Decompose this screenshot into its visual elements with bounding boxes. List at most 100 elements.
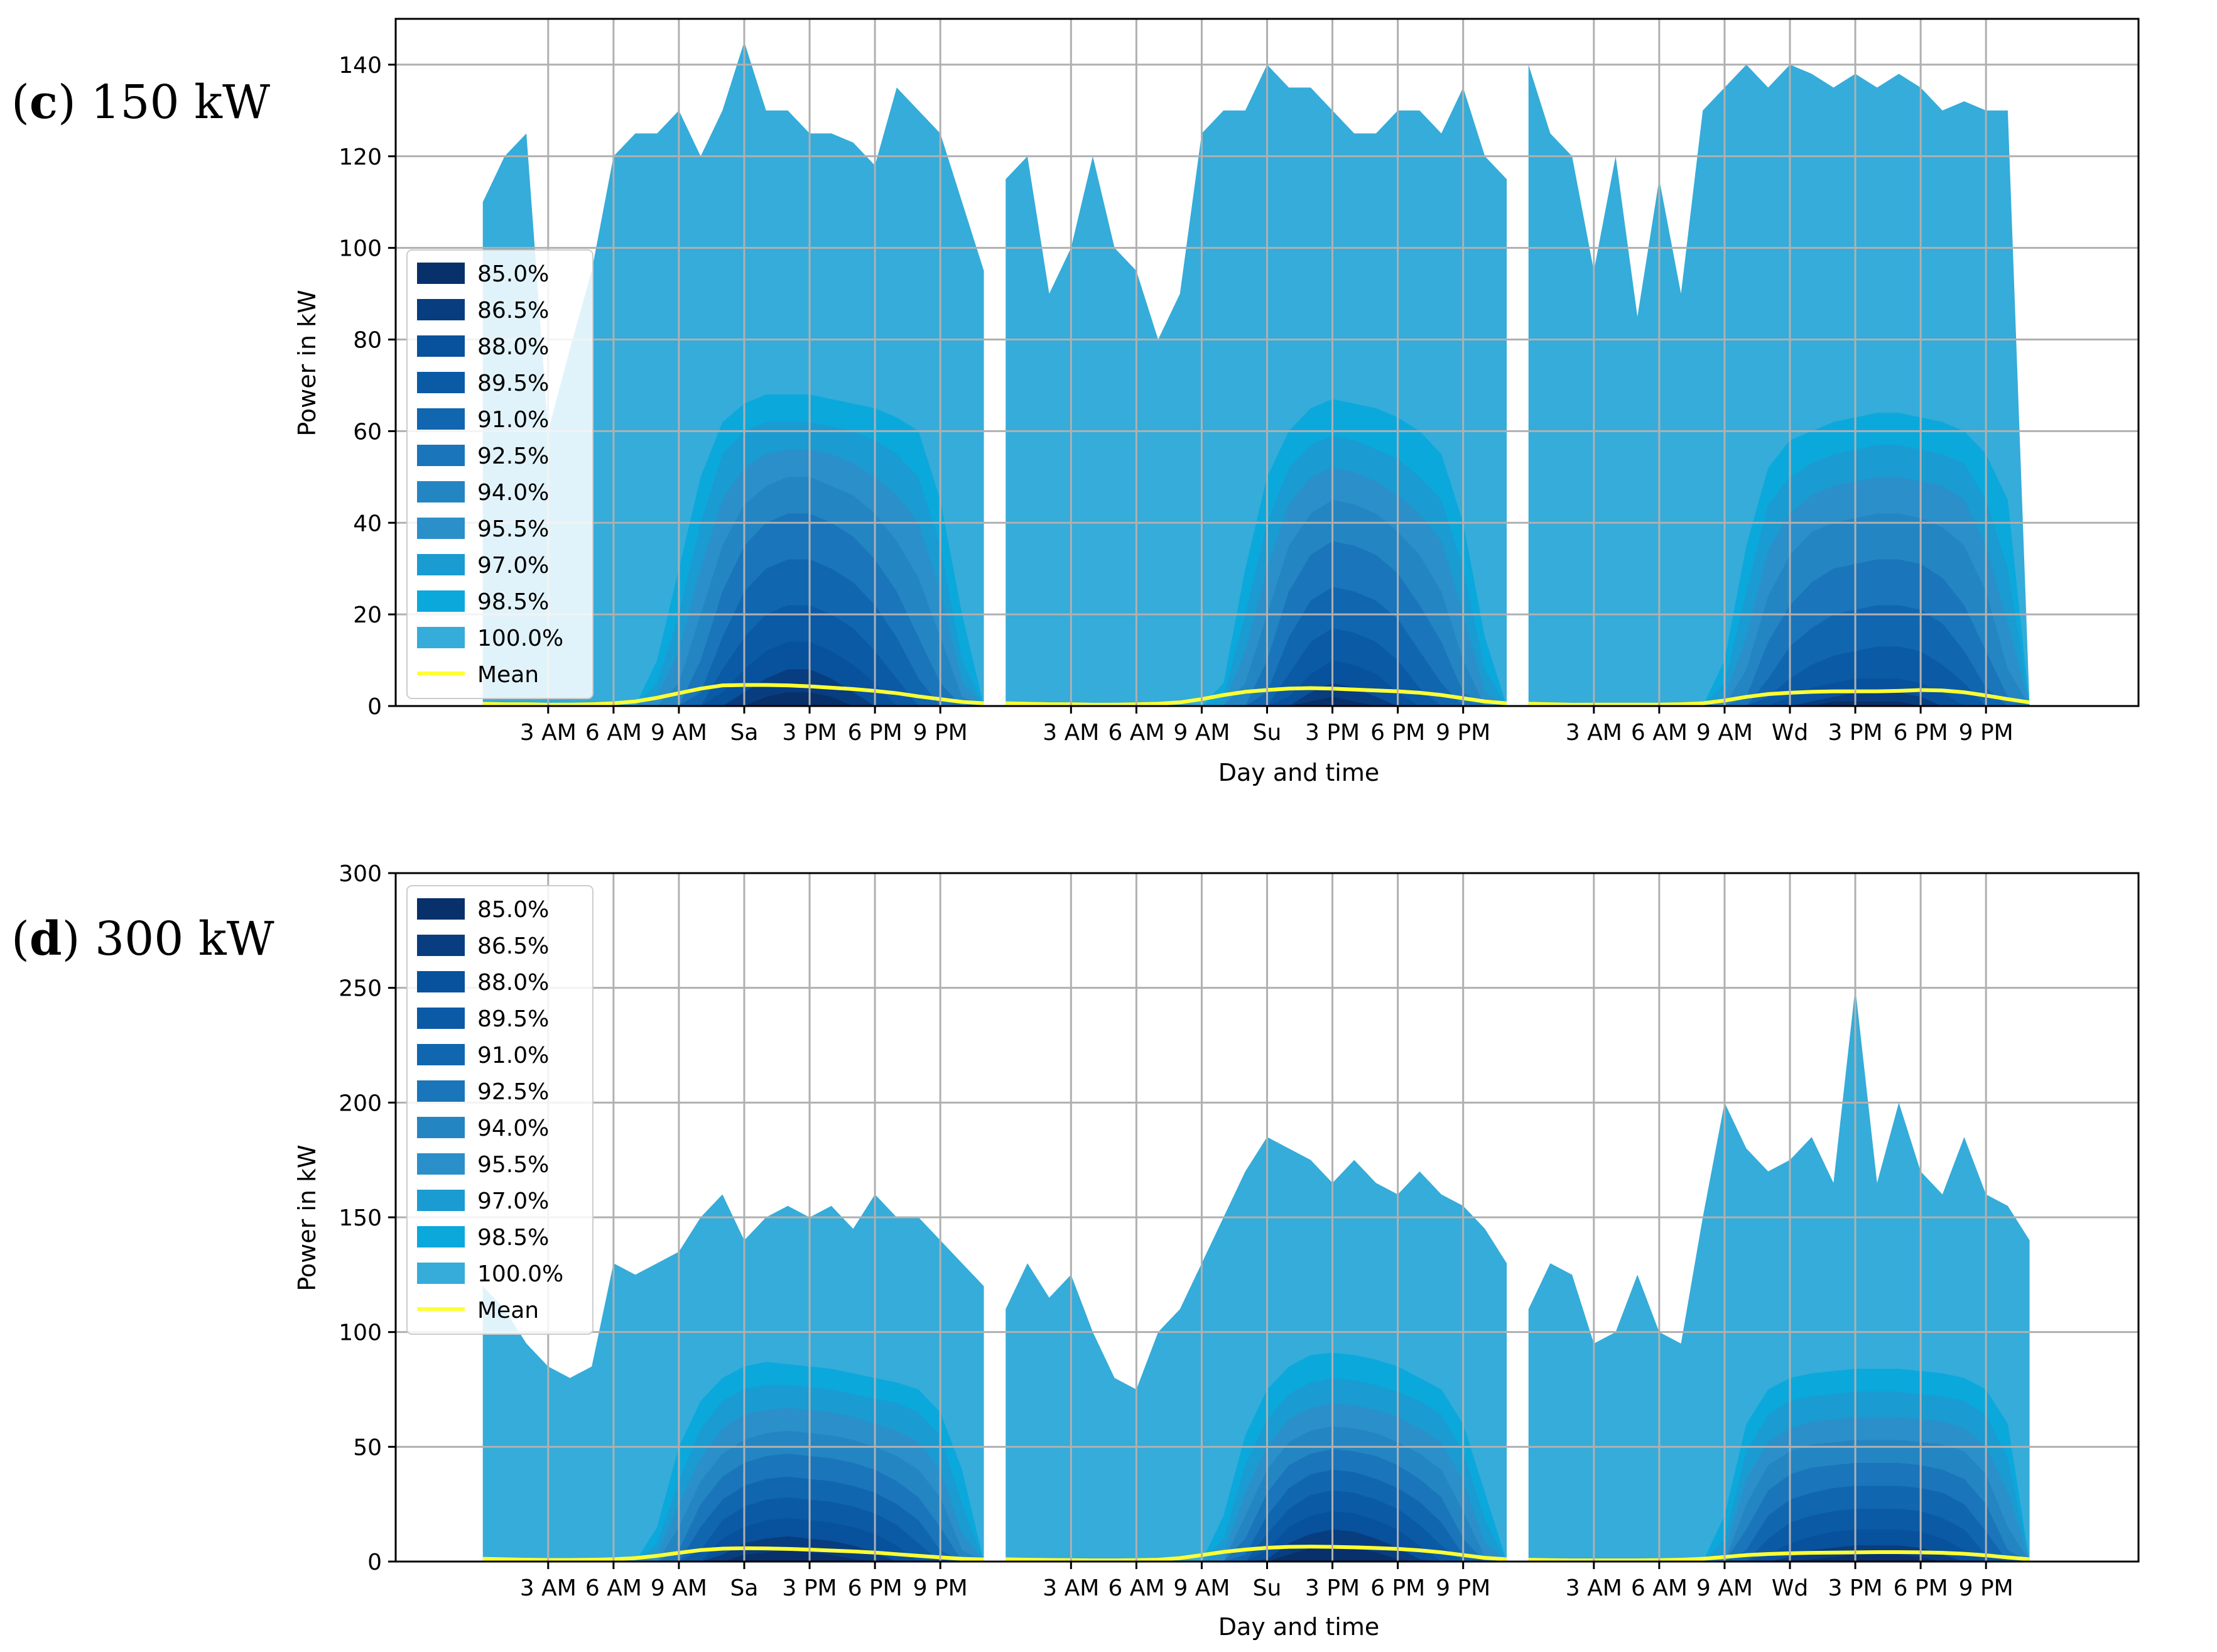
- xtick-label-c-16: 9 AM: [1696, 720, 1753, 746]
- ytick-label-d-2: 100: [339, 1320, 382, 1346]
- legend-label-d-89-5: 89.5%: [477, 1006, 549, 1032]
- legend-swatch-c-100-0: [417, 627, 465, 648]
- xtick-label-d-16: 9 AM: [1696, 1575, 1753, 1601]
- ytick-label-c-4: 80: [353, 328, 382, 354]
- ytick-label-d-4: 200: [339, 1090, 382, 1116]
- area-d-su-q85-0: [1006, 1545, 1507, 1562]
- xtick-label-c-13: 9 PM: [1436, 720, 1490, 746]
- xtick-label-c-1: 6 AM: [585, 720, 642, 746]
- panel-c-ylabel: Power in kW: [293, 290, 321, 436]
- panel-c-xlabel: Day and time: [1218, 759, 1380, 786]
- legend-box-c: [406, 249, 594, 699]
- panel-d: (d) 300 kW 0 50 100 150 200 250 300 3 AM 6 AM 9 A…: [11, 861, 2140, 1641]
- ytick-label-c-3: 60: [353, 419, 382, 445]
- panel-c-label: (c) 150 kW: [11, 75, 270, 129]
- ytick-label-d-1: 50: [353, 1435, 382, 1460]
- xtick-label-d-17: Wd: [1772, 1575, 1808, 1601]
- legend-label-c-97-0: 97.0%: [477, 553, 549, 579]
- legend-label-d-100-0: 100.0%: [477, 1261, 563, 1287]
- legend-swatch-d-92-5: [417, 1080, 465, 1102]
- xtick-label-d-19: 6 PM: [1894, 1575, 1948, 1601]
- ytick-label-d-0: 0: [367, 1550, 382, 1575]
- legend-label-c-92-5: 92.5%: [477, 443, 549, 469]
- xtick-label-c-18: 3 PM: [1828, 720, 1883, 746]
- legend-swatch-c-98-5: [417, 590, 465, 612]
- legend-label-d-88-0: 88.0%: [477, 970, 549, 996]
- legend-label-d-91-0: 91.0%: [477, 1043, 549, 1068]
- legend-swatch-d-95-5: [417, 1153, 465, 1175]
- legend-swatch-d-89-5: [417, 1008, 465, 1029]
- xtick-label-c-6: 9 PM: [913, 720, 968, 746]
- legend-swatch-c-91-0: [417, 408, 465, 430]
- xtick-label-c-5: 6 PM: [848, 720, 903, 746]
- xtick-label-d-12: 6 PM: [1370, 1575, 1425, 1601]
- xtick-label-d-18: 3 PM: [1828, 1575, 1883, 1601]
- ytick-label-c-6: 120: [339, 144, 382, 170]
- mean-line-c-su: [1006, 686, 1507, 706]
- legend-label-c-94-0: 94.0%: [477, 480, 549, 506]
- legend-swatch-c-85-0: [417, 263, 465, 284]
- xtick-label-c-11: 3 PM: [1305, 720, 1360, 746]
- legend-swatch-d-85-0: [417, 898, 465, 920]
- xtick-label-d-7: 3 AM: [1043, 1575, 1099, 1601]
- legend-swatch-c-92-5: [417, 445, 465, 466]
- legend-swatch-d-98-5: [417, 1226, 465, 1247]
- legend-d: 85.0% 86.5% 88.0% 89.5% 91.0% 92.5% 94.0% 95.5%…: [406, 885, 594, 1335]
- legend-label-d-85-0: 85.0%: [477, 897, 549, 923]
- legend-swatch-d-91-0: [417, 1044, 465, 1065]
- xtick-label-c-12: 6 PM: [1370, 720, 1425, 746]
- xtick-label-c-2: 9 AM: [651, 720, 707, 746]
- plot-area-c: [482, 41, 2030, 706]
- xtick-label-d-6: 9 PM: [913, 1575, 968, 1601]
- legend-label-c-85-0: 85.0%: [477, 261, 549, 287]
- mean-line-c-sa: [482, 683, 984, 706]
- legend-swatch-d-100-0: [417, 1263, 465, 1284]
- xtick-label-c-14: 3 AM: [1566, 720, 1622, 746]
- legend-label-d-95-5: 95.5%: [477, 1152, 549, 1178]
- legend-label-c-mean: Mean: [477, 662, 539, 688]
- ytick-label-c-1: 20: [353, 602, 382, 628]
- ytick-label-d-6: 300: [339, 861, 382, 887]
- legend-label-d-97-0: 97.0%: [477, 1188, 549, 1214]
- xtick-label-d-8: 6 AM: [1108, 1575, 1164, 1601]
- xtick-label-d-20: 9 PM: [1959, 1575, 2014, 1601]
- legend-label-c-88-0: 88.0%: [477, 334, 549, 360]
- xtick-label-c-7: 3 AM: [1043, 720, 1099, 746]
- legend-swatch-d-97-0: [417, 1190, 465, 1211]
- mean-line-d-su: [1006, 1545, 1507, 1562]
- legend-swatch-d-86-5: [417, 935, 465, 956]
- plot-d: 0 50 100 150 200 250 300 3 AM 6 AM 9 AM Sa 3 PM 6 PM…: [339, 861, 2140, 1601]
- legend-label-d-94-0: 94.0%: [477, 1116, 549, 1141]
- ytick-label-d-5: 250: [339, 976, 382, 1002]
- xtick-label-c-3: Sa: [730, 720, 759, 746]
- legend-label-d-mean: Mean: [477, 1298, 539, 1323]
- legend-label-c-98-5: 98.5%: [477, 589, 549, 615]
- legend-c: 85.0% 86.5% 88.0% 89.5% 91.0% 92.5% 94.0% 95.5%…: [406, 249, 594, 699]
- xtick-label-d-15: 6 AM: [1631, 1575, 1688, 1601]
- area-c-su-q88-0: [1006, 660, 1507, 706]
- xtick-label-d-9: 9 AM: [1173, 1575, 1230, 1601]
- xtick-label-d-11: 3 PM: [1305, 1575, 1360, 1601]
- panel-d-label: (d) 300 kW: [11, 912, 274, 966]
- legend-swatch-c-86-5: [417, 299, 465, 320]
- xtick-label-c-19: 6 PM: [1894, 720, 1948, 746]
- legend-swatch-c-88-0: [417, 335, 465, 357]
- xtick-label-c-8: 6 AM: [1108, 720, 1164, 746]
- ytick-label-c-0: 0: [367, 694, 382, 720]
- legend-swatch-d-88-0: [417, 971, 465, 992]
- ytick-label-d-3: 150: [339, 1205, 382, 1231]
- mean-line-c-wd: [1528, 688, 2030, 706]
- legend-swatch-c-95-5: [417, 518, 465, 539]
- panel-c: (c) 150 kW 0 20 40 60 80 100 120 140 3 AM 6 AM 9 A…: [11, 18, 2140, 786]
- xtick-label-d-1: 6 AM: [585, 1575, 642, 1601]
- xtick-label-c-10: Su: [1253, 720, 1282, 746]
- ytick-label-c-2: 40: [353, 511, 382, 536]
- legend-swatch-d-94-0: [417, 1117, 465, 1138]
- xtick-label-d-5: 6 PM: [848, 1575, 903, 1601]
- legend-swatch-c-97-0: [417, 554, 465, 575]
- ytick-label-c-7: 140: [339, 53, 382, 79]
- area-c-wd-q85-0: [1528, 701, 2030, 706]
- xtick-label-d-14: 3 AM: [1566, 1575, 1622, 1601]
- legend-label-d-86-5: 86.5%: [477, 933, 549, 959]
- xtick-label-c-4: 3 PM: [783, 720, 837, 746]
